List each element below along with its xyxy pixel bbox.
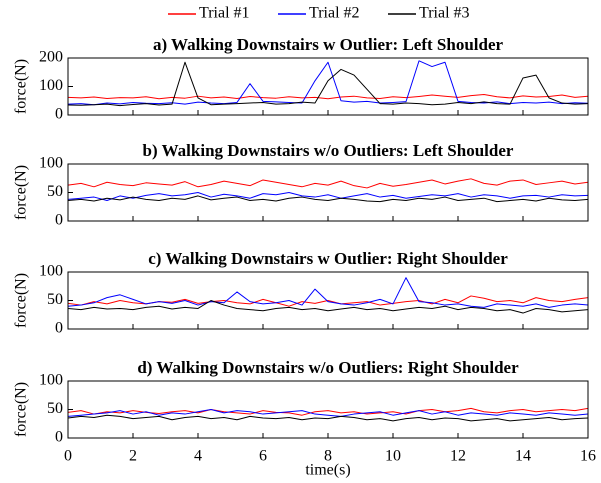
y-tick-label: 50: [47, 400, 63, 417]
axes-frame: [67, 380, 589, 439]
y-axis-label: force(N): [13, 59, 30, 114]
plot-area: [68, 407, 588, 422]
y-axis-label: force(N): [13, 165, 30, 220]
plot-area: [68, 277, 588, 314]
legend-label: Trial #1: [199, 5, 250, 22]
y-tick-label: 200: [39, 49, 63, 66]
axes-frame: [67, 271, 589, 330]
data-line: [68, 178, 588, 189]
x-tick-label: 4: [194, 448, 202, 465]
y-tick-label: 100: [39, 77, 63, 94]
y-tick-label: 100: [39, 155, 63, 172]
y-tick-label: 0: [55, 429, 63, 446]
panel-title: a) Walking Downstairs w Outlier: Left Sh…: [153, 35, 504, 54]
y-tick-label: 0: [55, 320, 63, 337]
y-tick-label: 100: [39, 372, 63, 389]
panel-title: b) Walking Downstairs w/o Outliers: Left…: [143, 141, 514, 160]
panel-title: c) Walking Downstairs w Outlier: Right S…: [148, 249, 508, 268]
y-tick-label: 100: [39, 263, 63, 280]
x-tick-label: 14: [515, 448, 531, 465]
data-line: [68, 409, 588, 417]
y-tick-label: 50: [47, 291, 63, 308]
legend-label: Trial #2: [309, 5, 360, 22]
legend-label: Trial #3: [419, 5, 470, 22]
data-line: [68, 60, 588, 106]
data-line: [68, 192, 588, 201]
y-tick-label: 50: [47, 183, 63, 200]
data-line: [68, 277, 588, 308]
x-tick-label: 10: [385, 448, 401, 465]
y-tick-label: 0: [55, 106, 63, 123]
y-axis-label: force(N): [13, 273, 30, 328]
y-axis-label: force(N): [13, 382, 30, 437]
data-line: [68, 300, 588, 314]
panel-title: d) Walking Downstairs w/o Outliers: Righ…: [137, 358, 519, 377]
x-tick-label: 8: [324, 448, 332, 465]
data-line: [68, 61, 588, 107]
data-line: [68, 195, 588, 203]
data-line: [68, 93, 588, 100]
plot-area: [68, 60, 588, 107]
data-line: [68, 407, 588, 416]
x-tick-label: 2: [129, 448, 137, 465]
x-tick-label: 12: [450, 448, 466, 465]
x-tick-label: 6: [259, 448, 267, 465]
axes-frame: [67, 57, 589, 116]
plot-area: [68, 178, 588, 203]
x-tick-label: 0: [64, 448, 72, 465]
y-tick-label: 0: [55, 212, 63, 229]
data-line: [68, 414, 588, 422]
axes-frame: [67, 163, 589, 222]
x-tick-label: 16: [580, 448, 596, 465]
x-axis-label: time(s): [305, 462, 350, 479]
